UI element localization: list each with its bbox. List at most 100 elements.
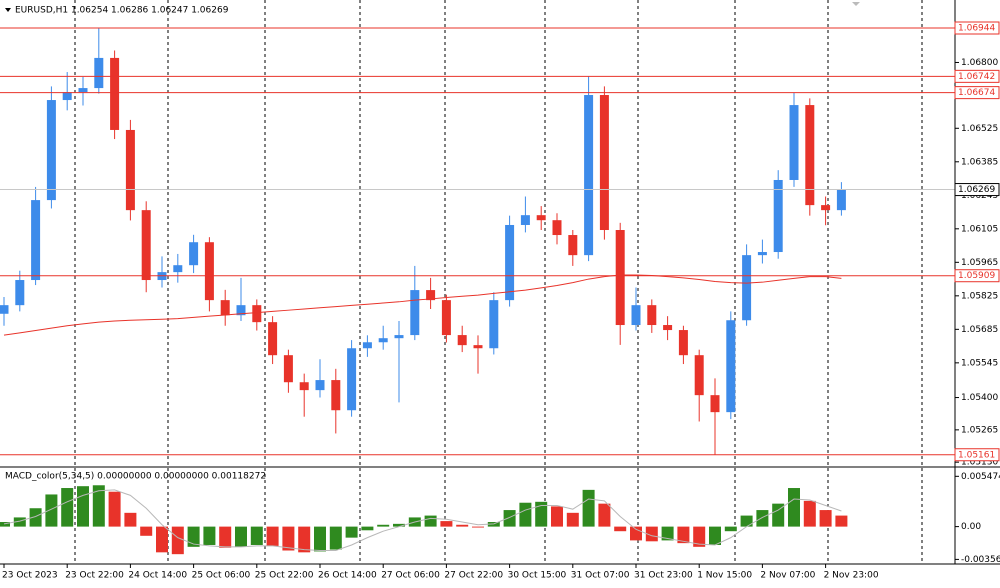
- y-tick-label: 1.05825: [961, 291, 998, 301]
- candle-body: [505, 224, 515, 301]
- candle-body: [710, 395, 720, 413]
- x-tick-label: 23 Oct 2023: [2, 571, 58, 581]
- macd-bar: [661, 526, 674, 541]
- x-tick-label: 31 Oct 23:00: [634, 571, 693, 581]
- level-label: 1.06944: [958, 24, 995, 34]
- macd-bar: [614, 526, 627, 532]
- macd-bar: [788, 488, 800, 527]
- y-tick-label: 0.0054748: [961, 472, 1000, 482]
- candle-body: [378, 338, 388, 343]
- candle-body: [362, 342, 372, 349]
- candle-body: [441, 300, 451, 336]
- macd-bar: [440, 521, 453, 527]
- macd-bar: [724, 526, 737, 532]
- chart-title: EURUSD,H1 1.06254 1.06286 1.06247 1.0626…: [15, 6, 229, 16]
- macd-bar: [92, 485, 105, 527]
- candle-body: [757, 252, 767, 256]
- macd-bar: [124, 512, 137, 527]
- macd-bar: [45, 494, 58, 527]
- macd-bar: [314, 526, 326, 552]
- candle-body: [62, 92, 72, 101]
- macd-bar: [171, 526, 184, 555]
- candle-body: [536, 215, 546, 221]
- candle-body: [236, 305, 246, 316]
- macd-bar: [709, 526, 721, 545]
- y-tick-label: 1.05130: [961, 458, 998, 468]
- candle-body: [805, 105, 815, 206]
- macd-bar: [108, 491, 121, 527]
- candle-body: [457, 335, 467, 346]
- level-label: 1.05909: [958, 271, 995, 281]
- y-tick-label: 1.05545: [961, 358, 998, 368]
- macd-bar: [361, 526, 374, 531]
- macd-bar: [377, 524, 390, 527]
- signal-line: [3, 489, 842, 551]
- macd-bar: [456, 524, 469, 527]
- x-tick-label: 26 Oct 14:00: [318, 571, 377, 581]
- y-tick-label: 1.06800: [961, 58, 998, 68]
- macd-bar: [519, 502, 532, 527]
- candle-body: [299, 382, 309, 391]
- candle-body: [615, 230, 625, 326]
- y-tick-label: 1.05400: [961, 393, 998, 403]
- x-tick-label: 1 Nov 15:00: [697, 571, 752, 581]
- macd-bar: [266, 526, 279, 546]
- candle-body: [315, 380, 325, 391]
- macd-bar: [345, 526, 358, 538]
- x-tick-label: 25 Oct 22:00: [255, 571, 314, 581]
- candle-body: [141, 210, 151, 281]
- candle-body: [631, 305, 641, 326]
- macd-bar: [393, 523, 405, 527]
- x-tick-label: 2 Nov 07:00: [760, 571, 815, 581]
- macd-bar: [140, 526, 153, 536]
- level-box: [954, 269, 1000, 283]
- candle-body: [773, 179, 783, 253]
- x-tick-label: 31 Oct 07:00: [571, 571, 630, 581]
- candle-body: [125, 129, 135, 211]
- macd-bar: [203, 526, 216, 545]
- macd-bar: [551, 506, 563, 527]
- candle-body: [268, 322, 278, 356]
- macd-bar: [598, 503, 611, 527]
- macd-bar: [535, 501, 548, 527]
- macd-bar: [566, 512, 579, 527]
- macd-bar: [29, 508, 42, 527]
- x-tick-label: 27 Oct 22:00: [444, 571, 503, 581]
- candle-body: [394, 335, 404, 339]
- macd-bar: [472, 526, 484, 528]
- candle-body: [0, 305, 9, 314]
- menu-arrow[interactable]: [5, 8, 11, 12]
- x-tick-label: 25 Oct 06:00: [192, 571, 251, 581]
- macd-bar: [219, 526, 232, 548]
- candle-body: [189, 242, 199, 266]
- candle-body: [110, 57, 120, 130]
- x-tick-label: 30 Oct 15:00: [508, 571, 567, 581]
- candle-body: [78, 88, 88, 93]
- macd-bar: [630, 526, 642, 541]
- macd-bar: [424, 515, 437, 527]
- moving-average: [3, 274, 842, 336]
- macd-bar: [835, 515, 848, 527]
- candle-body: [15, 280, 25, 306]
- level-box: [954, 69, 1000, 83]
- candle-body: [283, 355, 293, 383]
- macd-bar: [77, 486, 89, 527]
- x-tick-label: 2 Nov 23:00: [824, 571, 879, 581]
- candle-body: [489, 300, 499, 349]
- y-tick-label: 1.06385: [961, 157, 998, 167]
- candle-body: [46, 100, 56, 201]
- candle-body: [410, 290, 420, 336]
- x-tick-label: 24 Oct 14:00: [128, 571, 187, 581]
- y-tick-label: 1.05265: [961, 425, 998, 435]
- candle-body: [220, 300, 230, 316]
- scroll-arrow[interactable]: [852, 2, 860, 6]
- price-box: [954, 183, 1000, 197]
- level-label: 1.06742: [958, 72, 995, 82]
- level-box: [954, 448, 1000, 462]
- macd-bar: [677, 526, 690, 544]
- macd-bar: [772, 503, 785, 527]
- price-label: 1.06269: [958, 185, 995, 195]
- candle-body: [331, 380, 341, 411]
- candle-body: [473, 345, 483, 349]
